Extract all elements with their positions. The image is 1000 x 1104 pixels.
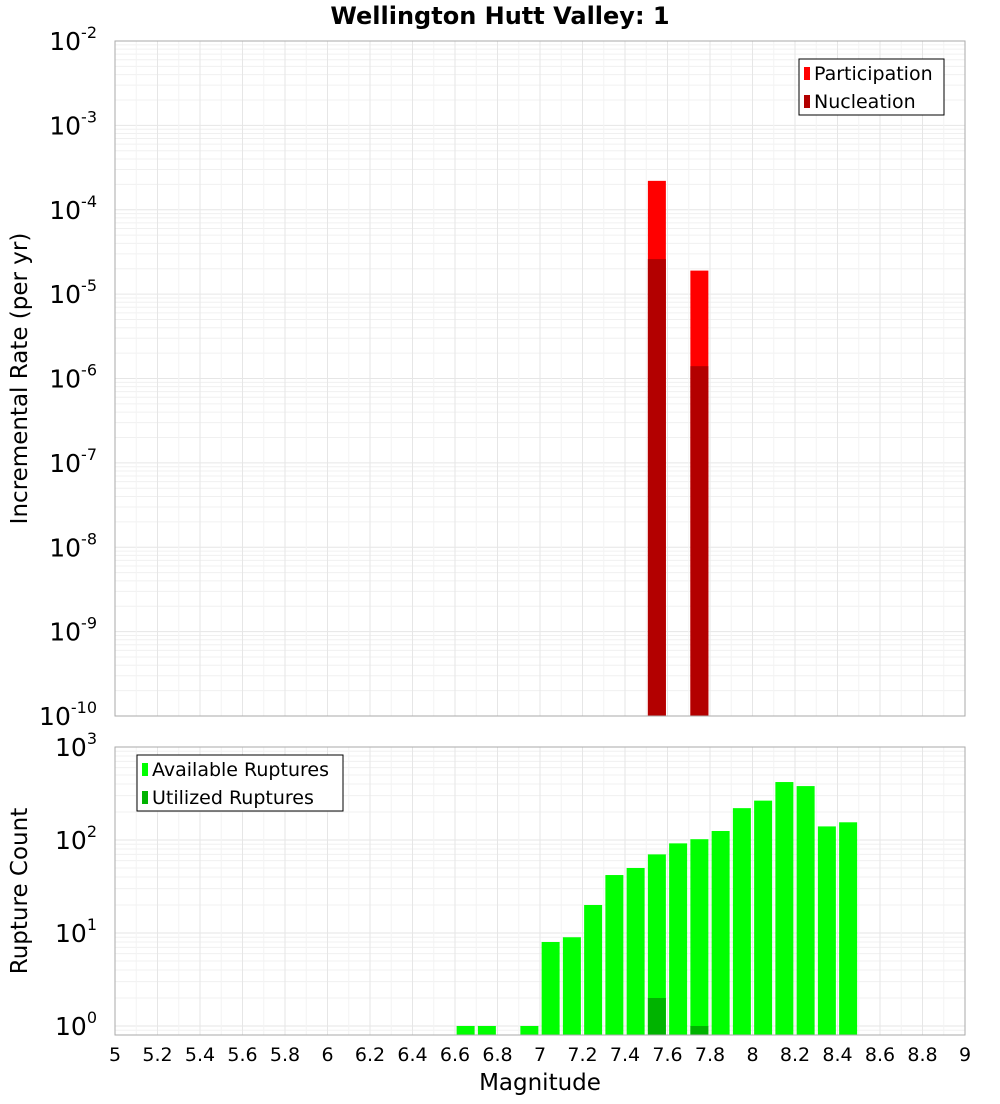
- legend-bottom: Available Ruptures Utilized Ruptures: [136, 754, 344, 812]
- y-tick-label: 101: [55, 915, 97, 948]
- available-ruptures-bar: [732, 808, 751, 1035]
- legend-box: [136, 754, 344, 812]
- plot-frame: [114, 746, 966, 1036]
- y-axis-label: Incremental Rate (per yr): [7, 233, 33, 525]
- available-ruptures-bar: [690, 839, 709, 1035]
- legend-swatch: [804, 67, 810, 80]
- panel-top: 10-2 10-3 10-4 10-5 10-6 10-7 10-8 10-9 10-10 Inc…: [7, 23, 966, 731]
- available-ruptures-bar: [817, 826, 836, 1035]
- x-tick-label: 7.2: [567, 1044, 597, 1066]
- x-tick-label: 7.8: [695, 1044, 725, 1066]
- y-tick-label: 10-10: [39, 698, 97, 731]
- y-tick-label: 102: [55, 822, 97, 855]
- y-tick-label: 10-7: [49, 445, 97, 478]
- x-tick-label: 5.2: [142, 1044, 172, 1066]
- x-tick-label: 6.8: [482, 1044, 512, 1066]
- available-ruptures-bar: [669, 843, 688, 1035]
- available-ruptures-bar: [584, 904, 603, 1035]
- x-tick-label: 8.2: [780, 1044, 810, 1066]
- plot-frame: [114, 40, 966, 717]
- y-tick-label: 100: [55, 1008, 97, 1041]
- legend-label: Utilized Ruptures: [152, 787, 314, 809]
- legend-box: [798, 58, 945, 116]
- available-ruptures-bar: [541, 942, 560, 1035]
- x-tick-label: 5.8: [270, 1044, 300, 1066]
- available-ruptures-bar: [711, 830, 730, 1035]
- x-tick-label: 5.4: [185, 1044, 215, 1066]
- x-axis-label: Magnitude: [479, 1070, 601, 1096]
- y-tick-label: 10-8: [49, 529, 97, 562]
- y-tick-label: 10-5: [49, 276, 97, 309]
- available-ruptures-bar: [626, 867, 645, 1035]
- available-ruptures-bar: [477, 1025, 496, 1035]
- x-tick-label: 7.4: [610, 1044, 640, 1066]
- y-tick-label: 10-9: [49, 614, 97, 647]
- legend-swatch: [142, 791, 148, 804]
- x-tick-label: 8.4: [822, 1044, 852, 1066]
- x-tick-label: 7: [534, 1044, 546, 1066]
- panel-bottom: 103 102 101 100 Rupture Count Available Ruptu…: [7, 729, 966, 1041]
- legend-label: Available Ruptures: [152, 759, 329, 781]
- y-axis-label: Rupture Count: [7, 808, 33, 974]
- available-ruptures-bar: [605, 875, 624, 1035]
- available-ruptures-bar: [562, 937, 581, 1035]
- legend-top: Participation Nucleation: [798, 58, 945, 116]
- nucleation-bar: [690, 366, 709, 716]
- x-tick-label: 8.6: [865, 1044, 895, 1066]
- available-ruptures-bar: [775, 782, 794, 1035]
- available-ruptures-bar: [754, 800, 773, 1035]
- x-tick-label: 6.6: [440, 1044, 470, 1066]
- legend-label: Participation: [814, 63, 933, 85]
- x-tick-label: 5: [109, 1044, 121, 1066]
- nucleation-bar: [647, 259, 666, 716]
- utilized-ruptures-bar: [690, 1025, 709, 1035]
- legend-swatch: [804, 95, 810, 108]
- chart-title: Wellington Hutt Valley: 1: [330, 2, 669, 30]
- available-ruptures-bar: [796, 786, 815, 1035]
- x-tick-label: 8.8: [907, 1044, 937, 1066]
- x-tick-label: 6.4: [397, 1044, 427, 1066]
- y-tick-label: 10-6: [49, 361, 97, 394]
- x-tick-label: 8: [746, 1044, 758, 1066]
- legend-swatch: [142, 763, 148, 776]
- y-tick-label: 103: [55, 729, 97, 762]
- x-tick-label: 5.6: [227, 1044, 257, 1066]
- y-tick-label: 10-4: [49, 192, 97, 225]
- x-tick-label: 6.2: [355, 1044, 385, 1066]
- available-ruptures-bar: [647, 854, 666, 1035]
- available-ruptures-bar: [456, 1025, 475, 1035]
- utilized-ruptures-bar: [647, 997, 666, 1035]
- x-tick-label: 6: [321, 1044, 333, 1066]
- x-axis-ticks: 5 5.2 5.4 5.6 5.8 6 6.2 6.4 6.6 6.8 7 7.2 7.4 7.6 7.8 8…: [109, 1044, 971, 1066]
- y-tick-label: 10-3: [49, 107, 97, 140]
- available-ruptures-bar: [839, 822, 858, 1035]
- x-tick-label: 9: [959, 1044, 971, 1066]
- legend-label: Nucleation: [814, 91, 916, 113]
- y-tick-label: 10-2: [49, 23, 97, 56]
- x-tick-label: 7.6: [652, 1044, 682, 1066]
- available-ruptures-bar: [520, 1025, 539, 1035]
